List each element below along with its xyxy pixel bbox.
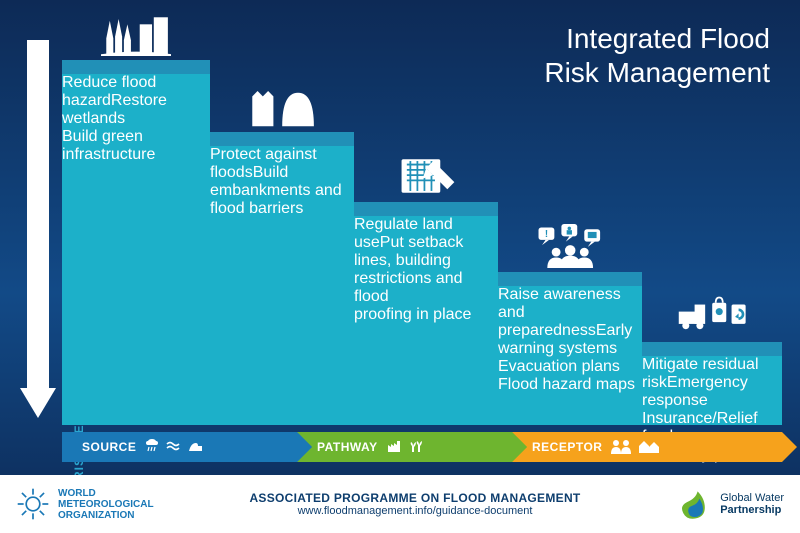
- arrow-shaft: [27, 40, 49, 390]
- wmo-line-3: ORGANIZATION: [58, 510, 154, 521]
- factory-icon: [386, 438, 402, 457]
- spr-icons-pathway: [386, 438, 436, 457]
- waves-icon: [166, 438, 182, 457]
- step-icon-raise: !: [498, 224, 642, 268]
- step-protect: [210, 132, 354, 146]
- step-regulate: [354, 202, 498, 216]
- plants-icon: [408, 438, 424, 457]
- stair-diagram: Reduce flood hazardRestore wetlandsBuild…: [62, 60, 782, 425]
- spr-bar: SOURCEPATHWAYRECEPTOR: [62, 432, 782, 462]
- wmo-sun-icon: [16, 487, 50, 521]
- spr-source: SOURCE: [62, 432, 297, 462]
- spr-icons-source: [144, 438, 216, 457]
- gwp-drop-icon: [676, 486, 712, 522]
- flood-wave-icon: [188, 438, 204, 457]
- footer-mid: ASSOCIATED PROGRAMME ON FLOOD MANAGEMENT…: [210, 491, 620, 517]
- step-icon-mitigate: [642, 294, 782, 338]
- arrow-head: [20, 388, 56, 418]
- step-label-raise: Raise awareness and preparednessEarly wa…: [498, 286, 642, 394]
- step-mitigate: [642, 342, 782, 356]
- spr-icons-receptor: [610, 438, 672, 457]
- footer: WORLD METEOROLOGICAL ORGANIZATION ASSOCI…: [0, 475, 800, 533]
- svg-text:!: !: [545, 229, 548, 240]
- gwp-line-2: Partnership: [720, 504, 784, 516]
- step-icon-protect: [210, 84, 354, 128]
- step-label-protect: Protect against floodsBuild embankments …: [210, 146, 354, 218]
- spr-pathway: PATHWAY: [297, 432, 512, 462]
- houses-icon: [638, 438, 660, 457]
- infographic-root: Integrated Flood Risk Management RISK RE…: [0, 0, 800, 533]
- spr-receptor: RECEPTOR: [512, 432, 782, 462]
- title-line-1: Integrated Flood: [544, 22, 770, 56]
- wmo-line-1: WORLD: [58, 488, 154, 499]
- gwp-logo-block: Global Water Partnership: [620, 486, 800, 522]
- risk-reduction-arrow: [24, 40, 52, 420]
- wmo-line-2: METEOROLOGICAL: [58, 499, 154, 510]
- wmo-logo-block: WORLD METEOROLOGICAL ORGANIZATION: [0, 487, 210, 521]
- step-reduce: [62, 60, 210, 74]
- step-label-reduce: Reduce flood hazardRestore wetlandsBuild…: [62, 74, 210, 164]
- gwp-line-1: Global Water: [720, 492, 784, 504]
- step-label-regulate: Regulate land usePut setback lines, buil…: [354, 216, 498, 324]
- programme-url: www.floodmanagement.info/guidance-docume…: [210, 505, 620, 517]
- wmo-org-name: WORLD METEOROLOGICAL ORGANIZATION: [58, 488, 154, 521]
- gwp-org-name: Global Water Partnership: [720, 492, 784, 516]
- step-icon-reduce: [62, 12, 210, 56]
- step-icon-regulate: [354, 154, 498, 198]
- rain-icon: [144, 438, 160, 457]
- people-icon: [610, 438, 632, 457]
- programme-title: ASSOCIATED PROGRAMME ON FLOOD MANAGEMENT: [210, 491, 620, 505]
- step-raise: [498, 272, 642, 286]
